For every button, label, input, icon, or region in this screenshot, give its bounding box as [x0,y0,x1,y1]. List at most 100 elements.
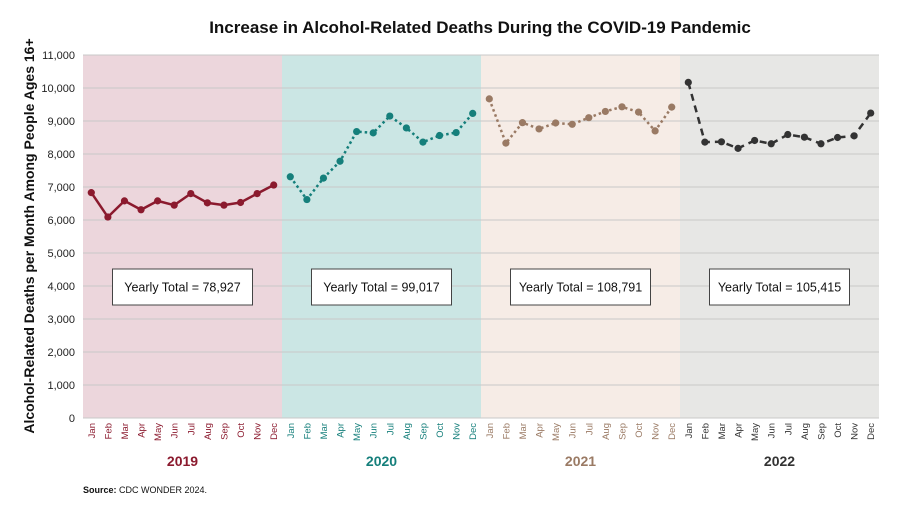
x-tick-2021-Sep: Sep [617,423,628,440]
point-2022-Aug [800,133,808,141]
point-2019-Jan [87,189,95,197]
x-tick-2021-Oct: Oct [634,423,645,438]
x-tick-2020-Oct: Oct [435,423,446,438]
point-2022-Jan [684,78,692,86]
y-axis: 0 1,000 2,000 3,000 4,000 5,000 6,000 7,000 8,00… [41,50,75,425]
point-2021-Dec [668,103,676,111]
x-tick-2021-Apr: Apr [535,423,546,438]
point-2021-May [552,119,560,127]
point-2019-Apr [137,206,145,214]
point-2022-Dec [867,109,875,117]
point-2019-Dec [270,181,278,189]
point-2021-Sep [618,103,626,111]
x-tick-2019-Jul: Jul [186,423,197,435]
point-2020-Nov [452,128,460,137]
x-tick-2022-Jul: Jul [783,423,794,435]
x-tick-2019-Feb: Feb [103,423,114,439]
source-label: Source: [83,485,117,495]
y-tick-label: 2,000 [47,347,75,359]
point-2021-Aug [601,107,609,116]
point-2020-May [353,127,361,136]
x-tick-2022-Dec: Dec [866,423,877,440]
point-2021-Apr [535,125,543,133]
total-box-2019 [112,268,253,306]
x-tick-2019-Dec: Dec [269,423,280,440]
point-2020-Dec [469,109,477,118]
y-tick-label: 1,000 [47,380,75,392]
point-2022-Jul [784,130,792,139]
x-axis: Jan Feb Mar Apr May Jun Jul Aug Sep Oct Nov Dec 2019… [87,423,877,469]
point-2020-Jun [369,129,377,137]
x-tick-2022-May: May [750,423,761,441]
x-tick-2021-Mar: Mar [518,423,529,439]
x-tick-2020-May: May [352,423,363,441]
x-tick-2020-Aug: Aug [402,423,413,440]
total-label-2019: Yearly Total = 78,927 [124,281,240,295]
y-tick-label: 6,000 [47,215,75,227]
x-tick-2022-Jun: Jun [767,423,778,438]
total-box-2022 [709,268,850,306]
point-2020-Aug [402,124,410,132]
gridlines [83,54,879,419]
year-label-2021: 2021 [565,453,596,469]
band-2022 [680,55,879,418]
y-tick-label: 9,000 [47,116,75,128]
x-tick-2021-Jul: Jul [584,423,595,435]
x-tick-2020-Jan: Jan [286,423,297,438]
x-tick-2022-Sep: Sep [816,423,827,440]
point-2022-Feb [701,138,709,146]
source-text: CDC WONDER 2024. [119,485,208,495]
x-tick-2022-Aug: Aug [800,423,811,440]
point-2021-Nov [651,127,659,135]
source-note: Source: CDC WONDER 2024. [83,485,207,495]
x-tick-2021-Aug: Aug [601,423,612,440]
point-2019-Sep [220,201,228,209]
point-2022-Sep [817,140,825,148]
point-2019-May [154,197,162,205]
year-label-2020: 2020 [366,453,397,469]
point-2022-Oct [833,133,842,142]
x-tick-2022-Feb: Feb [700,423,711,439]
x-tick-2019-Jan: Jan [87,423,98,438]
y-tick-label: 11,000 [42,50,75,62]
point-2021-Feb [502,139,510,147]
point-2019-Mar [120,197,129,205]
y-tick-label: 5,000 [47,248,75,260]
point-2019-Nov [253,190,261,198]
x-tick-2019-Aug: Aug [203,423,214,440]
total-label-2020: Yearly Total = 99,017 [323,281,439,295]
point-2020-Sep [419,138,427,146]
x-tick-2020-Jun: Jun [369,423,380,438]
x-tick-2019-Jun: Jun [170,423,181,438]
point-2021-Jan [485,95,493,103]
point-2019-Oct [236,198,245,207]
total-label-2022: Yearly Total = 105,415 [718,281,841,295]
point-2020-Jan [286,173,294,181]
x-tick-2022-Apr: Apr [734,423,745,438]
x-tick-2020-Mar: Mar [319,423,330,439]
x-tick-2020-Feb: Feb [302,423,313,439]
point-2019-Jul [187,190,195,198]
point-2022-Apr [734,144,742,152]
point-2019-Jun [170,201,178,209]
point-2020-Oct [435,131,444,140]
x-tick-2022-Jan: Jan [684,423,695,438]
x-tick-2020-Dec: Dec [468,423,479,440]
point-2020-Apr [336,157,344,165]
band-2020 [282,55,481,418]
point-2021-Jul [585,114,593,122]
point-2022-Jun [767,140,775,148]
total-box-2020 [311,268,452,306]
point-2019-Feb [104,213,112,221]
point-2021-Oct [634,108,643,116]
year-bands [83,55,879,418]
x-tick-2020-Nov: Nov [452,423,463,440]
y-axis-label: Alcohol-Related Deaths per Month Among P… [21,38,37,433]
point-2021-Mar [518,119,527,127]
x-tick-2019-May: May [153,423,164,441]
x-tick-2021-Jan: Jan [485,423,496,438]
x-tick-2022-Nov: Nov [850,423,861,440]
point-2022-Mar [717,138,726,146]
y-tick-label: 4,000 [47,281,75,293]
